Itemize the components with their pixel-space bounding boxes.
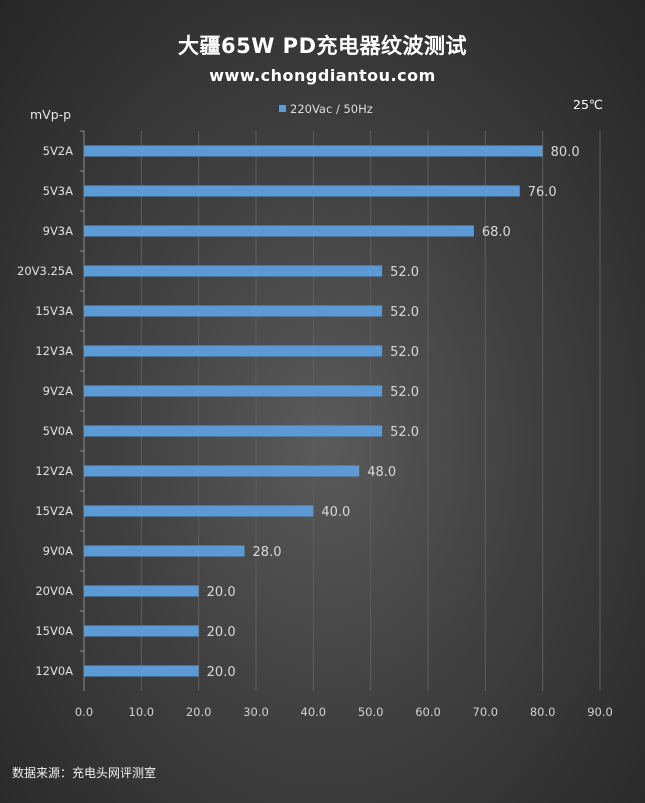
category-label: 9V2A [43, 384, 74, 398]
x-tick-label: 40.0 [301, 705, 327, 719]
bar [84, 305, 383, 317]
bar [84, 545, 245, 557]
x-tick-labels: 0.0 10.0 20.0 30.0 40.0 50.0 60.0 70.0 80.0 90.0 [75, 705, 613, 719]
category-label: 12V0A [35, 664, 73, 678]
bars-group [84, 145, 543, 677]
category-label: 9V3A [43, 224, 74, 238]
data-label: 68.0 [482, 225, 511, 240]
x-tick-label: 30.0 [243, 705, 269, 719]
category-label: 5V3A [43, 184, 74, 198]
category-label: 5V2A [43, 144, 74, 158]
data-label: 52.0 [390, 385, 419, 400]
bar [84, 505, 314, 517]
x-tick-label: 90.0 [587, 705, 613, 719]
y-unit-label: mVp-p [30, 107, 71, 122]
x-tick-label: 60.0 [415, 705, 441, 719]
bar [84, 585, 199, 597]
category-label: 9V0A [43, 544, 74, 558]
data-label: 20.0 [207, 585, 236, 600]
data-label: 52.0 [390, 305, 419, 320]
category-label: 15V3A [35, 304, 73, 318]
bar [84, 145, 543, 157]
category-label: 15V0A [35, 624, 73, 638]
bar [84, 385, 383, 397]
chart-subtitle: www.chongdiantou.com [209, 66, 436, 85]
data-label: 48.0 [367, 465, 396, 480]
bar [84, 185, 520, 197]
category-label: 12V2A [35, 464, 73, 478]
x-tick-label: 50.0 [358, 705, 384, 719]
data-source-note: 数据来源：充电头网评测室 [12, 766, 157, 780]
data-label: 80.0 [551, 145, 580, 160]
data-label: 28.0 [253, 545, 282, 560]
category-label: 12V3A [35, 344, 73, 358]
data-label: 40.0 [321, 505, 350, 520]
x-tick-label: 70.0 [473, 705, 499, 719]
bar [84, 465, 360, 477]
category-label: 20V3.25A [17, 264, 73, 278]
legend-swatch [279, 105, 286, 112]
data-label: 52.0 [390, 425, 419, 440]
temperature-label: 25℃ [573, 97, 603, 112]
data-label: 20.0 [207, 625, 236, 640]
category-label: 15V2A [35, 504, 73, 518]
x-tick-label: 0.0 [75, 705, 93, 719]
chart-title: 大疆65W PD充电器纹波测试 [177, 34, 468, 58]
grid-lines [80, 130, 601, 691]
bar [84, 425, 383, 437]
bar [84, 345, 383, 357]
category-labels: 5V2A 5V3A 9V3A 20V3.25A 15V3A 12V3A 9V2A 5V0A 12… [17, 144, 73, 678]
x-tick-label: 80.0 [530, 705, 556, 719]
data-label: 76.0 [528, 185, 557, 200]
data-label: 52.0 [390, 345, 419, 360]
legend-entry: 220Vac / 50Hz [290, 102, 373, 116]
bar [84, 625, 199, 637]
x-tick-label: 10.0 [129, 705, 155, 719]
bar [84, 665, 199, 677]
value-labels: 80.0 76.0 68.0 52.0 52.0 52.0 52.0 52.0 48.0 40.0… [207, 145, 580, 680]
data-label: 20.0 [207, 665, 236, 680]
category-label: 5V0A [43, 424, 74, 438]
category-label: 20V0A [35, 584, 73, 598]
data-label: 52.0 [390, 265, 419, 280]
bar [84, 225, 474, 237]
x-tick-label: 20.0 [186, 705, 212, 719]
bar [84, 265, 383, 277]
